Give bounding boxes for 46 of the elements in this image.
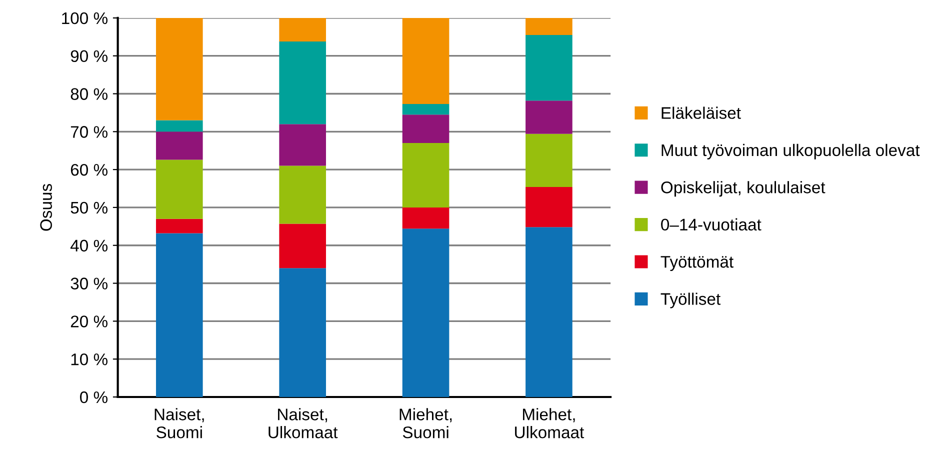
y-tick-label: 90 % xyxy=(70,50,108,62)
x-tick-label: Miehet, Suomi xyxy=(400,408,452,438)
bar xyxy=(156,218,203,234)
bar xyxy=(526,134,572,187)
bar xyxy=(279,224,326,268)
bar xyxy=(156,120,203,132)
bar xyxy=(156,132,203,160)
bar xyxy=(526,18,572,35)
legend-label: Opiskelijat, koululaiset xyxy=(661,181,826,197)
y-tick-label: 30 % xyxy=(70,278,108,290)
x-tick-label: Naiset, Ulkomaat xyxy=(268,408,338,438)
bar xyxy=(526,100,572,134)
x-tick-label: Miehet, Ulkomaat xyxy=(515,408,584,438)
y-tick-label: 100 % xyxy=(62,12,108,24)
bar xyxy=(402,114,450,144)
bar xyxy=(279,124,326,166)
bar xyxy=(156,18,203,120)
y-tick-label: 10 % xyxy=(71,353,108,366)
y-tick-label: 40 % xyxy=(70,240,108,252)
y-tick-label: 60 % xyxy=(70,164,108,176)
y-axis-title: Osuus xyxy=(40,184,52,231)
bar xyxy=(279,41,326,124)
x-tick-label: Naiset, Suomi xyxy=(154,408,204,438)
y-tick-label: 0 % xyxy=(80,391,108,404)
legend-label: 0–14-vuotiaat xyxy=(661,218,762,231)
bar xyxy=(279,18,326,42)
bar xyxy=(402,228,450,397)
legend-label: Muut työvoiman ulkopuolella olevat xyxy=(662,144,920,160)
bar xyxy=(156,233,203,397)
bar xyxy=(526,186,572,228)
bar xyxy=(526,34,572,101)
bar xyxy=(156,160,203,219)
y-tick-label: 20 % xyxy=(70,316,108,328)
bar xyxy=(402,207,450,229)
legend-label: Työlliset xyxy=(660,292,720,308)
legend-label: Eläkeläiset xyxy=(662,106,741,119)
y-tick-label: 50 % xyxy=(70,202,108,214)
bar xyxy=(279,268,326,397)
legend-label: Työttömät xyxy=(660,256,734,272)
bar xyxy=(402,104,450,115)
y-tick-label: 70 % xyxy=(70,126,108,138)
bar xyxy=(279,166,326,224)
bar xyxy=(402,143,450,208)
bar xyxy=(402,18,450,104)
y-tick-label: 80 % xyxy=(70,88,108,100)
bar xyxy=(526,227,572,397)
